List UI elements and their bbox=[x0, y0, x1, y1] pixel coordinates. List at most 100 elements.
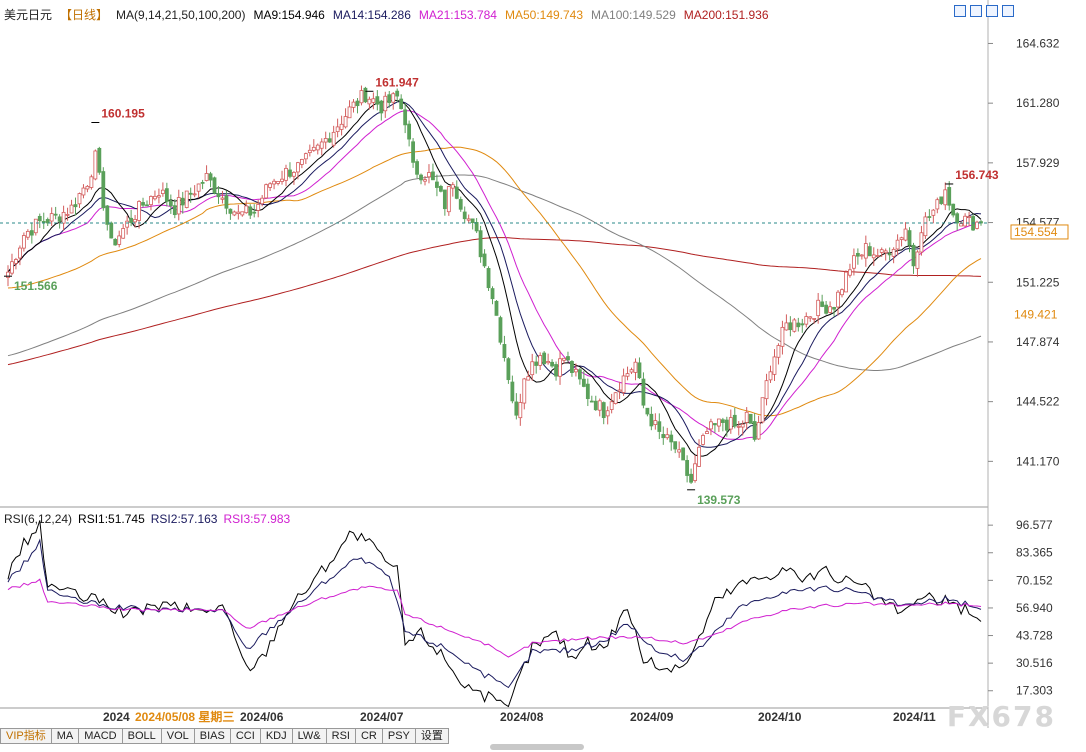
candle-body bbox=[760, 397, 765, 423]
candle bbox=[844, 270, 848, 293]
candle-body bbox=[164, 188, 169, 202]
candle-body bbox=[458, 199, 463, 210]
fullscreen-icon[interactable] bbox=[1002, 5, 1014, 17]
candle bbox=[840, 288, 844, 298]
candle bbox=[101, 167, 106, 211]
candle-body bbox=[919, 232, 924, 253]
candle-body bbox=[832, 306, 836, 310]
candle bbox=[665, 427, 670, 440]
candle-body bbox=[438, 185, 443, 192]
tab-7[interactable]: KDJ bbox=[260, 728, 293, 744]
candle-body bbox=[232, 211, 237, 216]
tab-5[interactable]: BIAS bbox=[194, 728, 231, 744]
candle-body bbox=[411, 141, 415, 163]
candle bbox=[816, 293, 821, 324]
candle-body bbox=[109, 222, 114, 239]
candle bbox=[117, 230, 122, 248]
candle bbox=[693, 455, 697, 483]
candle bbox=[609, 393, 614, 414]
candle-body bbox=[855, 252, 860, 257]
candle bbox=[466, 214, 471, 223]
tab-8[interactable]: LW& bbox=[292, 728, 327, 744]
candle bbox=[681, 447, 686, 461]
candle-body bbox=[713, 423, 717, 426]
candle bbox=[81, 184, 86, 199]
tab-3[interactable]: BOLL bbox=[122, 728, 162, 744]
tab-1[interactable]: MA bbox=[51, 728, 80, 744]
tab-9[interactable]: RSI bbox=[326, 728, 356, 744]
candle bbox=[244, 200, 249, 214]
candle bbox=[796, 317, 801, 332]
candle bbox=[407, 120, 412, 147]
rsi-tick-label: 30.516 bbox=[1016, 656, 1053, 670]
candle bbox=[387, 90, 392, 108]
ma200-value: MA200:151.936 bbox=[683, 8, 769, 22]
candle bbox=[764, 373, 769, 406]
candle bbox=[14, 257, 18, 270]
candle-body bbox=[705, 431, 709, 435]
candle bbox=[423, 175, 427, 186]
candle bbox=[200, 179, 205, 190]
candle bbox=[518, 393, 523, 426]
tab-11[interactable]: PSY bbox=[382, 728, 416, 744]
indicator-tabs: VIP指标 MA MACD BOLL VOL BIAS CCI KDJ LW& RSI CR PSY 设… bbox=[0, 728, 449, 744]
tab-4[interactable]: VOL bbox=[161, 728, 195, 744]
candle-body bbox=[331, 131, 336, 146]
candle bbox=[546, 353, 551, 365]
candle bbox=[510, 375, 515, 404]
tab-2[interactable]: MACD bbox=[79, 728, 123, 744]
candle-body bbox=[248, 206, 253, 216]
candle-body bbox=[887, 253, 892, 256]
candle-body bbox=[574, 368, 578, 373]
candle-body bbox=[200, 181, 205, 184]
candle-body bbox=[260, 197, 265, 205]
tab-12[interactable]: 设置 bbox=[415, 728, 449, 744]
candle bbox=[848, 263, 852, 278]
candle-body bbox=[367, 98, 372, 105]
candle bbox=[820, 294, 825, 308]
candle-body bbox=[423, 179, 427, 182]
candle-body bbox=[824, 304, 829, 314]
candle-body bbox=[697, 446, 701, 467]
tab-6[interactable]: CCI bbox=[230, 728, 261, 744]
tab-0[interactable]: VIP指标 bbox=[0, 728, 52, 744]
ma100-value: MA100:149.529 bbox=[591, 8, 676, 22]
candle-body bbox=[828, 306, 832, 313]
period-label[interactable]: 【日线】 bbox=[60, 8, 109, 22]
candle bbox=[478, 225, 483, 263]
candle bbox=[137, 200, 141, 229]
candle bbox=[558, 350, 562, 385]
candle-body bbox=[220, 197, 225, 200]
candle-body bbox=[546, 361, 551, 364]
candle-body bbox=[129, 217, 134, 223]
candle-body bbox=[649, 413, 654, 427]
candle bbox=[53, 206, 58, 220]
candle bbox=[474, 218, 479, 234]
fit-icon[interactable] bbox=[986, 5, 998, 17]
candle bbox=[863, 235, 868, 267]
candle bbox=[45, 217, 50, 227]
ma-params-label[interactable]: MA(9,14,21,50,100,200) bbox=[116, 8, 246, 22]
candle bbox=[458, 196, 463, 212]
candle bbox=[601, 401, 606, 425]
candle-body bbox=[899, 237, 904, 240]
rsi-params-label[interactable]: RSI(6,12,24) bbox=[4, 512, 73, 526]
candle-body bbox=[538, 355, 543, 366]
candle bbox=[792, 317, 797, 333]
horizontal-scrollbar[interactable] bbox=[490, 744, 584, 750]
candle-body bbox=[852, 255, 856, 269]
tab-10[interactable]: CR bbox=[355, 728, 383, 744]
candle bbox=[339, 115, 344, 136]
candle bbox=[73, 197, 78, 216]
rsi2-value: RSI2:57.163 bbox=[150, 512, 218, 526]
zoom-in-icon[interactable] bbox=[954, 5, 966, 17]
candle-body bbox=[482, 253, 487, 267]
candle bbox=[343, 108, 348, 129]
candle bbox=[288, 162, 292, 179]
candle bbox=[145, 200, 149, 207]
candle bbox=[855, 248, 860, 265]
candle-body bbox=[550, 361, 554, 367]
candle-body bbox=[454, 186, 459, 199]
zoom-out-icon[interactable] bbox=[970, 5, 982, 17]
